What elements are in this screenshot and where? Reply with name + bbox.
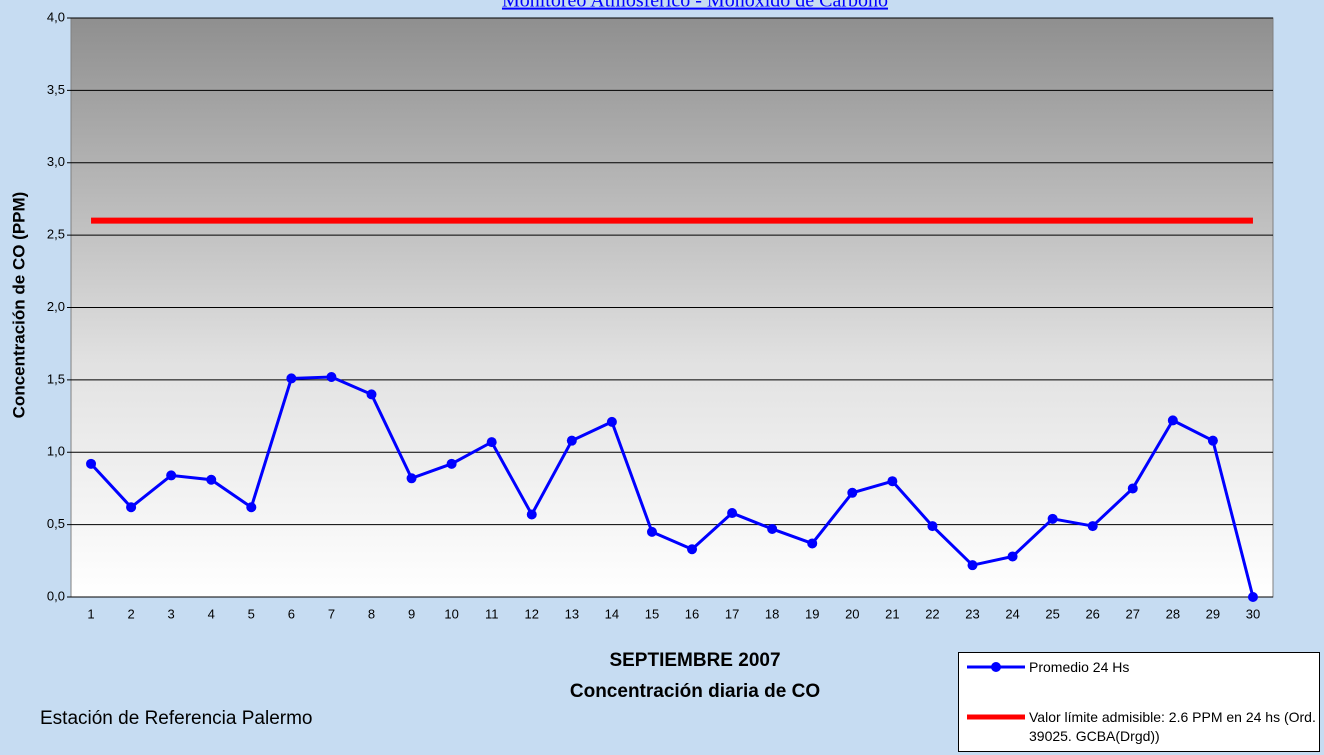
x-tick-label: 22 bbox=[925, 606, 939, 621]
point bbox=[447, 459, 457, 469]
chart-title: Monitoreo Atmosférico - Monóxido de Carb… bbox=[502, 0, 888, 12]
x-tick-label: 3 bbox=[168, 606, 175, 621]
point bbox=[767, 524, 777, 534]
x-tick-label: 10 bbox=[444, 606, 458, 621]
x-tick-label: 4 bbox=[208, 606, 215, 621]
x-tick-label: 9 bbox=[408, 606, 415, 621]
legend-label: Valor límite admisible: 2.6 PPM en 24 hs… bbox=[1029, 708, 1319, 746]
point bbox=[86, 459, 96, 469]
y-tick-label: 3,0 bbox=[47, 154, 65, 169]
x-tick-label: 29 bbox=[1206, 606, 1220, 621]
legend: Promedio 24 Hs Valor límite admisible: 2… bbox=[958, 652, 1320, 752]
chart: Monitoreo Atmosférico - Monóxido de Carb… bbox=[0, 0, 1324, 755]
y-tick-label: 2,5 bbox=[47, 227, 65, 242]
x-tick-label: 26 bbox=[1085, 606, 1099, 621]
x-tick-label: 24 bbox=[1005, 606, 1019, 621]
point bbox=[647, 527, 657, 537]
x-tick-label: 19 bbox=[805, 606, 819, 621]
point bbox=[166, 470, 176, 480]
x-tick-label: 8 bbox=[368, 606, 375, 621]
y-tick-label: 4,0 bbox=[47, 9, 65, 24]
x-axis-subtitle: Concentración diaria de CO bbox=[570, 681, 820, 702]
y-tick-label: 0,0 bbox=[47, 588, 65, 603]
y-tick-label: 2,0 bbox=[47, 299, 65, 314]
y-axis-label: Concentración de CO (PPM) bbox=[9, 192, 28, 419]
point bbox=[407, 473, 417, 483]
x-tick-label: 15 bbox=[645, 606, 659, 621]
x-axis-label: SEPTIEMBRE 2007 bbox=[609, 650, 780, 671]
point bbox=[1208, 436, 1218, 446]
point bbox=[847, 488, 857, 498]
point bbox=[968, 560, 978, 570]
point bbox=[1128, 483, 1138, 493]
x-tick-label: 16 bbox=[685, 606, 699, 621]
x-tick-label: 14 bbox=[605, 606, 619, 621]
point bbox=[887, 476, 897, 486]
point bbox=[567, 436, 577, 446]
x-tick-label: 1 bbox=[87, 606, 94, 621]
x-tick-label: 6 bbox=[288, 606, 295, 621]
x-tick-label: 13 bbox=[565, 606, 579, 621]
x-tick-label: 30 bbox=[1246, 606, 1260, 621]
point bbox=[206, 475, 216, 485]
x-tick-label: 20 bbox=[845, 606, 859, 621]
point bbox=[1048, 514, 1058, 524]
x-tick-label: 2 bbox=[127, 606, 134, 621]
x-tick-label: 11 bbox=[485, 606, 499, 621]
x-tick-label: 5 bbox=[248, 606, 255, 621]
x-tick-label: 12 bbox=[525, 606, 539, 621]
legend-keys bbox=[959, 653, 1029, 753]
point bbox=[246, 502, 256, 512]
legend-key-marker bbox=[991, 662, 1001, 672]
x-tick-label: 23 bbox=[965, 606, 979, 621]
x-tick-label: 7 bbox=[328, 606, 335, 621]
annotation: Estación de Referencia Palermo bbox=[40, 708, 312, 729]
point bbox=[126, 502, 136, 512]
legend-label: Promedio 24 Hs bbox=[1029, 658, 1129, 677]
point bbox=[927, 521, 937, 531]
x-tick-label: 18 bbox=[765, 606, 779, 621]
point bbox=[687, 544, 697, 554]
point bbox=[1008, 551, 1018, 561]
x-tick-label: 21 bbox=[885, 606, 899, 621]
y-tick-label: 1,5 bbox=[47, 371, 65, 386]
point bbox=[487, 437, 497, 447]
page: Monitoreo Atmosférico - Monóxido de Carb… bbox=[0, 0, 1324, 755]
x-tick-label: 25 bbox=[1045, 606, 1059, 621]
y-tick-label: 1,0 bbox=[47, 444, 65, 459]
point bbox=[367, 389, 377, 399]
x-tick-label: 28 bbox=[1166, 606, 1180, 621]
point bbox=[607, 417, 617, 427]
point bbox=[527, 509, 537, 519]
point bbox=[807, 538, 817, 548]
point bbox=[1168, 415, 1178, 425]
point bbox=[727, 508, 737, 518]
x-tick-label: 27 bbox=[1126, 606, 1140, 621]
point bbox=[1248, 592, 1258, 602]
y-tick-label: 3,5 bbox=[47, 82, 65, 97]
point bbox=[1088, 521, 1098, 531]
point bbox=[326, 372, 336, 382]
y-tick-label: 0,5 bbox=[47, 516, 65, 531]
point bbox=[286, 373, 296, 383]
x-tick-label: 17 bbox=[725, 606, 739, 621]
